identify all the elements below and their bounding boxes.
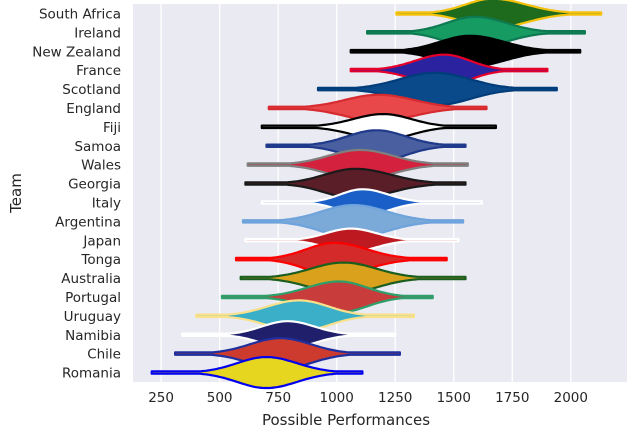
violin-fiji xyxy=(260,113,497,141)
y-tick-label: Italy xyxy=(92,195,121,211)
y-tick-label: England xyxy=(66,101,121,117)
y-tick-label: Samoa xyxy=(74,139,121,155)
violin-romania xyxy=(150,356,364,390)
y-axis-title: Team xyxy=(7,173,25,214)
y-tick-label: Georgia xyxy=(68,177,121,193)
y-tick-label: Romania xyxy=(62,366,121,382)
y-tick-label: Ireland xyxy=(74,25,121,41)
y-tick-label: South Africa xyxy=(39,6,121,22)
violin-argentina xyxy=(241,204,465,239)
y-tick-label: New Zealand xyxy=(32,44,121,60)
violin-namibia xyxy=(181,320,397,350)
y-tick-label: Scotland xyxy=(62,82,121,98)
violin-ireland xyxy=(366,15,586,49)
violin-england xyxy=(267,93,488,123)
x-tick-labels: 250 500 750 1000 1250 1500 1750 2000 xyxy=(148,390,588,406)
x-tick-label: 750 xyxy=(265,390,291,406)
violins xyxy=(150,0,603,390)
y-tick-label: Chile xyxy=(87,347,121,363)
y-tick-label: Uruguay xyxy=(64,309,121,325)
x-tick-label: 500 xyxy=(207,390,233,406)
y-tick-label: Fiji xyxy=(103,120,121,136)
y-tick-label: Tonga xyxy=(80,252,121,268)
violin-wales xyxy=(246,148,469,181)
y-tick-label: Japan xyxy=(82,233,121,249)
x-axis-title: Possible Performances xyxy=(262,411,430,429)
y-tick-label: Portugal xyxy=(65,290,121,306)
x-tick-label: 2000 xyxy=(554,390,588,406)
y-tick-label: Namibia xyxy=(65,328,121,344)
y-tick-label: France xyxy=(76,63,121,79)
violin-georgia xyxy=(244,167,467,200)
x-tick-label: 1500 xyxy=(437,390,471,406)
x-tick-label: 1750 xyxy=(495,390,529,406)
violin-samoa xyxy=(265,129,467,163)
y-tick-labels: South Africa Ireland New Zealand France Scot… xyxy=(32,6,121,381)
violin-tonga xyxy=(234,241,448,277)
x-tick-label: 250 xyxy=(148,390,174,406)
x-tick-label: 1250 xyxy=(378,390,412,406)
y-tick-label: Argentina xyxy=(55,214,121,230)
violin-japan xyxy=(244,227,460,253)
grid-lines xyxy=(160,4,572,382)
y-tick-label: Australia xyxy=(61,271,121,287)
y-tick-label: Wales xyxy=(81,158,121,174)
x-tick-label: 1000 xyxy=(320,390,354,406)
